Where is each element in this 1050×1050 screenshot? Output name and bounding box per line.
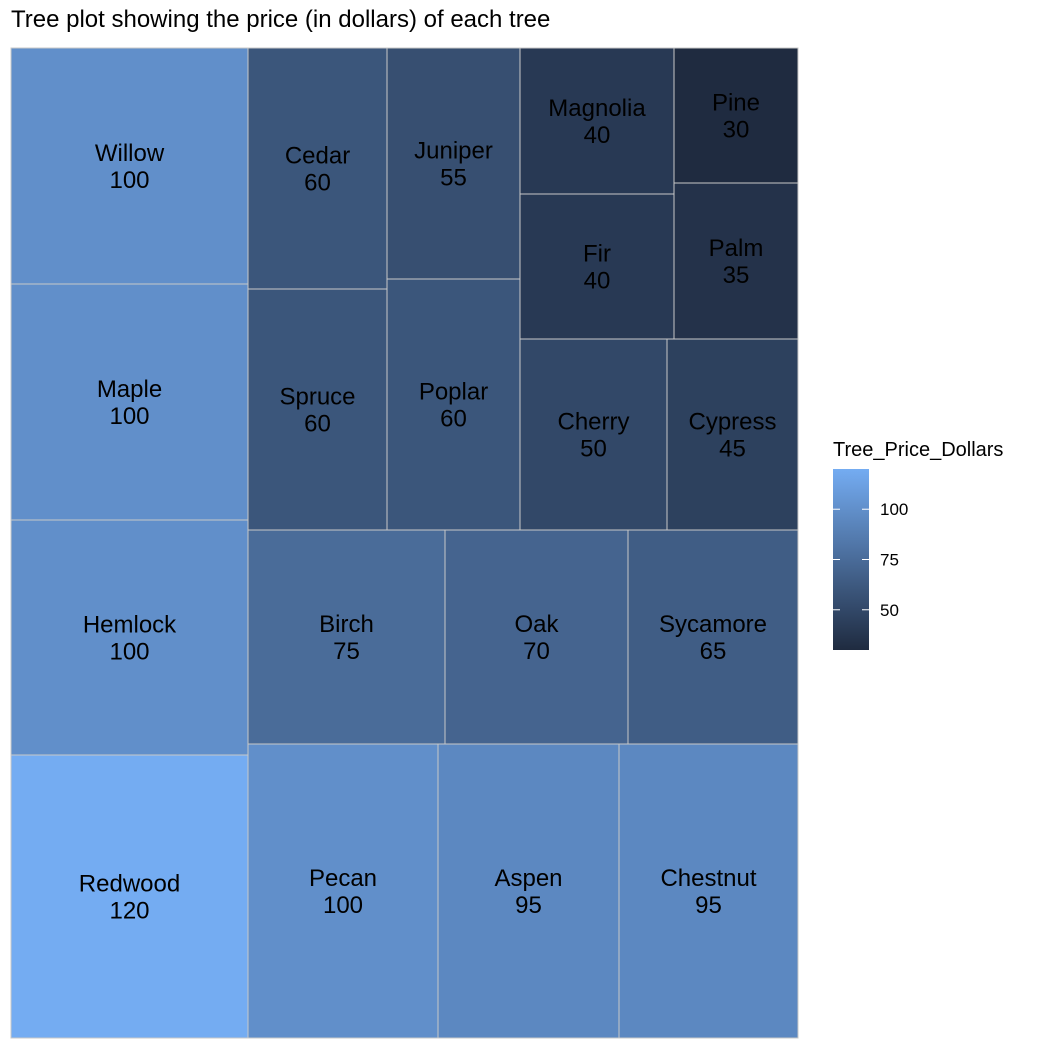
tile-value-spruce: 60 (304, 411, 331, 438)
tile-rect-fir (519, 193, 675, 340)
tile-rect-spruce (247, 288, 388, 531)
tile-label-chestnut: Chestnut (660, 865, 756, 892)
tile-rect-chestnut (618, 743, 799, 1039)
tile-rect-cypress (666, 338, 799, 531)
tile-value-aspen: 95 (515, 892, 542, 919)
tile-label-birch: Birch (319, 611, 374, 638)
tile-value-palm: 35 (723, 262, 750, 289)
legend-title: Tree_Price_Dollars (833, 439, 1003, 461)
tile-label-aspen: Aspen (494, 865, 562, 892)
tile-value-cedar: 60 (304, 170, 331, 197)
tile-value-juniper: 55 (440, 165, 467, 192)
tile-label-hemlock: Hemlock (83, 612, 177, 639)
tile-rect-pecan (247, 743, 439, 1039)
tile-rect-pine (673, 47, 799, 184)
tile-value-fir: 40 (584, 268, 611, 295)
tile-rect-sycamore (627, 529, 799, 745)
tile-value-sycamore: 65 (700, 638, 727, 665)
tile-label-magnolia: Magnolia (548, 95, 646, 122)
tile-label-spruce: Spruce (279, 384, 355, 411)
tile-label-maple: Maple (97, 376, 162, 403)
tile-label-cypress: Cypress (688, 409, 776, 436)
legend-tick-label-100: 100 (880, 500, 908, 519)
tile-value-maple: 100 (109, 403, 149, 430)
tile-rect-palm (673, 182, 799, 340)
tile-value-cypress: 45 (719, 436, 746, 463)
tile-value-redwood: 120 (109, 898, 149, 925)
tile-label-pine: Pine (712, 90, 760, 117)
tile-label-willow: Willow (95, 140, 165, 167)
tile-rect-poplar (386, 278, 521, 531)
tile-rect-oak (444, 529, 629, 745)
tile-label-juniper: Juniper (414, 138, 493, 165)
tile-value-willow: 100 (109, 167, 149, 194)
chart-title: Tree plot showing the price (in dollars)… (11, 6, 551, 33)
tile-value-pine: 30 (723, 117, 750, 144)
tile-label-palm: Palm (709, 235, 764, 262)
tile-label-fir: Fir (583, 241, 611, 268)
tile-rect-cherry (519, 338, 668, 531)
tile-rect-juniper (386, 47, 521, 280)
tile-label-poplar: Poplar (419, 379, 488, 406)
tile-label-redwood: Redwood (79, 871, 180, 898)
tile-rect-redwood (10, 754, 249, 1039)
treemap-tiles: Redwood120Willow100Maple100Hemlock100Pec… (10, 47, 799, 1039)
tile-value-hemlock: 100 (109, 639, 149, 666)
tile-rect-aspen (437, 743, 620, 1039)
tile-rect-maple (10, 283, 249, 521)
tile-label-sycamore: Sycamore (659, 611, 767, 638)
legend-tick-label-75: 75 (880, 551, 899, 570)
tile-rect-magnolia (519, 47, 675, 195)
tile-value-poplar: 60 (440, 406, 467, 433)
tile-value-birch: 75 (333, 638, 360, 665)
color-legend: Tree_Price_Dollars 50 75 100 (833, 439, 1003, 650)
tile-label-cedar: Cedar (285, 143, 350, 170)
tile-value-magnolia: 40 (584, 122, 611, 149)
tile-value-cherry: 50 (580, 436, 607, 463)
tile-label-oak: Oak (514, 611, 559, 638)
tile-rect-birch (247, 529, 446, 745)
tile-label-pecan: Pecan (309, 865, 377, 892)
tile-label-cherry: Cherry (557, 409, 629, 436)
legend-tick-label-50: 50 (880, 601, 899, 620)
tile-rect-willow (10, 47, 249, 285)
tile-value-chestnut: 95 (695, 892, 722, 919)
tile-rect-hemlock (10, 519, 249, 756)
tile-value-pecan: 100 (323, 892, 363, 919)
tile-value-oak: 70 (523, 638, 550, 665)
